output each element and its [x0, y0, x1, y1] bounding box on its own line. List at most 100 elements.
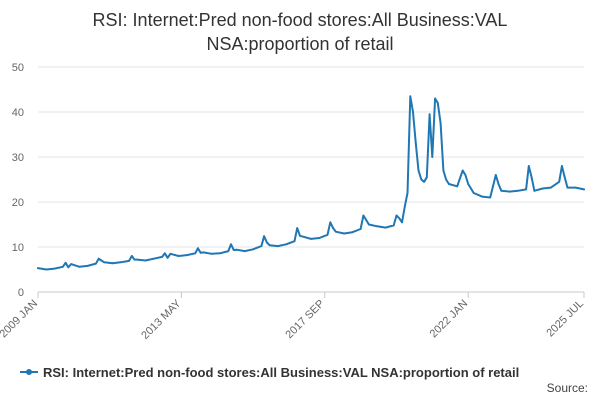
data-point — [456, 185, 459, 188]
data-point — [461, 169, 464, 172]
chart-title-line-2: NSA:proportion of retail — [206, 34, 394, 54]
data-point — [37, 267, 39, 269]
data-point — [343, 232, 345, 235]
data-point — [86, 265, 89, 267]
x-tick-label: 2017 SEP — [283, 298, 327, 342]
data-point — [133, 258, 136, 261]
data-point — [301, 235, 304, 238]
data-point — [428, 113, 431, 116]
data-point — [332, 227, 334, 230]
data-point — [448, 183, 450, 185]
data-point — [516, 189, 519, 192]
chart-title-line-1: RSI: Internet:Pred non-food stores:All B… — [92, 10, 508, 30]
data-point — [252, 248, 255, 251]
data-point — [412, 111, 414, 113]
data-point — [442, 169, 445, 172]
legend-series-label: RSI: Internet:Pred non-food stores:All B… — [43, 364, 520, 380]
data-point — [406, 192, 409, 194]
data-point — [67, 266, 70, 269]
data-point — [472, 192, 475, 194]
data-point — [177, 255, 180, 257]
data-point — [111, 262, 114, 265]
data-point — [260, 245, 263, 248]
data-point — [434, 97, 436, 100]
data-point — [227, 250, 230, 253]
data-point — [445, 178, 447, 181]
data-point — [202, 251, 205, 254]
source-label: Source: — [546, 381, 588, 395]
data-point — [574, 186, 577, 189]
data-point — [533, 189, 536, 192]
data-point — [266, 241, 268, 244]
data-point — [403, 205, 406, 208]
data-point — [398, 217, 401, 220]
y-tick-label: 20 — [12, 197, 24, 209]
data-point — [467, 183, 470, 185]
data-point — [161, 256, 164, 258]
data-point — [169, 252, 172, 255]
data-point — [119, 261, 122, 264]
data-point — [414, 142, 417, 145]
data-point — [277, 245, 279, 248]
data-point — [210, 252, 213, 255]
x-tick-label: 2022 JAN — [428, 298, 471, 341]
data-point — [232, 249, 235, 252]
data-point — [100, 259, 103, 262]
data-point — [45, 268, 48, 271]
data-point — [163, 252, 166, 255]
data-point — [310, 238, 312, 240]
data-point — [525, 188, 527, 191]
data-point — [583, 188, 585, 191]
data-point — [70, 263, 72, 265]
data-point — [494, 174, 497, 176]
data-point — [409, 95, 412, 98]
data-point — [508, 190, 511, 193]
data-point — [561, 165, 563, 167]
data-point — [128, 260, 130, 262]
data-point — [395, 214, 398, 217]
data-point — [489, 196, 492, 199]
data-point — [420, 178, 423, 181]
data-point — [365, 219, 368, 221]
data-point — [299, 234, 301, 237]
data-point — [351, 231, 354, 234]
data-point — [219, 252, 221, 255]
data-point — [401, 221, 403, 224]
data-point — [235, 248, 238, 251]
data-point — [186, 254, 188, 256]
data-point — [423, 180, 425, 183]
data-point — [263, 235, 265, 238]
data-point — [500, 189, 503, 192]
legend[interactable]: RSI: Internet:Pred non-food stores:All B… — [20, 362, 519, 382]
data-point — [359, 228, 362, 230]
data-point — [285, 243, 288, 246]
data-point — [530, 176, 533, 179]
data-point — [436, 102, 439, 104]
data-point — [103, 261, 106, 264]
data-point — [166, 256, 169, 259]
data-point — [64, 261, 67, 264]
data-point — [130, 255, 133, 257]
x-tick-label: 2025 JUL — [544, 298, 586, 340]
x-tick-label: 2009 JAN — [0, 298, 40, 341]
data-point — [417, 169, 420, 172]
data-point — [558, 180, 561, 183]
data-point — [243, 250, 246, 253]
data-point — [136, 258, 139, 261]
data-point — [425, 176, 428, 179]
data-point — [334, 230, 337, 233]
data-point — [230, 243, 232, 246]
data-point — [563, 176, 566, 179]
data-point — [268, 244, 271, 247]
data-point — [497, 183, 500, 185]
data-point — [376, 225, 379, 228]
data-point — [566, 186, 569, 189]
data-point — [431, 156, 434, 158]
data-point — [541, 187, 544, 190]
data-point — [368, 223, 370, 226]
y-tick-label: 0 — [18, 287, 24, 299]
data-point — [152, 257, 155, 260]
data-point — [296, 227, 299, 230]
y-tick-label: 40 — [12, 107, 24, 119]
